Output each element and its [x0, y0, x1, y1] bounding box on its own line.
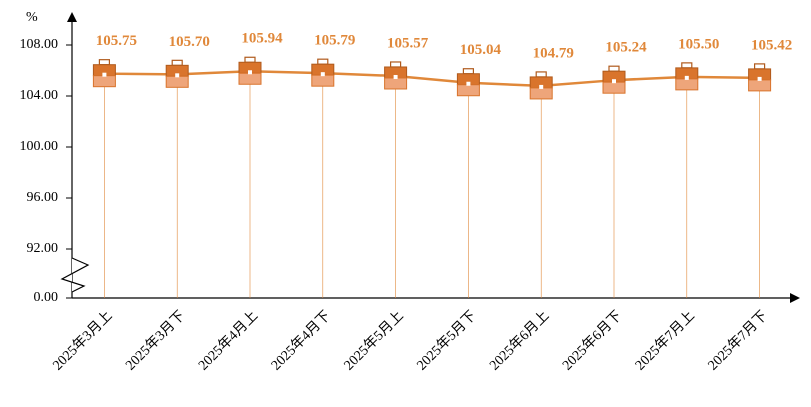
marker-handle: [753, 63, 766, 70]
x-tick-label: 2025年3月上: [50, 308, 116, 374]
marker: [165, 59, 189, 88]
marker-handle: [535, 71, 547, 78]
x-tick-label: 2025年3月下: [123, 308, 189, 374]
value-label: 105.94: [241, 31, 283, 47]
axis-break: [60, 257, 90, 293]
marker-handle: [462, 68, 474, 75]
line: [104, 70, 760, 88]
x-tick-label: 2025年6月下: [559, 308, 625, 374]
y-tick-label: 108.00: [20, 37, 59, 52]
marker-handle: [390, 61, 402, 68]
value-label: 105.75: [96, 33, 137, 49]
x-tick-label: 2025年5月上: [341, 308, 407, 374]
marker-clasp: [320, 72, 325, 77]
x-axis-arrow: [790, 293, 800, 303]
marker-handle: [608, 65, 620, 72]
x-tick-label: 2025年4月下: [268, 308, 334, 374]
marker-handle: [98, 59, 111, 66]
value-label: 105.79: [314, 33, 355, 49]
marker-handle: [171, 59, 183, 66]
value-label: 105.57: [387, 35, 429, 51]
value-label: 105.04: [460, 42, 502, 58]
marker-clasp: [612, 79, 616, 84]
marker-clasp: [175, 73, 180, 78]
marker: [238, 56, 262, 85]
value-label: 105.42: [751, 37, 792, 53]
y-tick-label: 104.00: [20, 88, 59, 103]
x-tick-label: 2025年4月上: [195, 308, 261, 374]
marker: [456, 68, 480, 97]
marker-bottom: [165, 75, 189, 88]
marker-bottom: [238, 72, 262, 85]
value-label: 105.70: [169, 34, 210, 50]
marker-bottom: [748, 79, 772, 92]
marker-clasp: [757, 76, 762, 81]
marker-clasp: [466, 81, 471, 86]
marker-bottom: [675, 78, 699, 91]
marker-bottom: [92, 75, 116, 88]
value-label: 105.24: [605, 40, 647, 56]
y-axis-label: %: [26, 10, 38, 25]
marker: [748, 63, 772, 92]
marker-bottom: [456, 84, 480, 97]
marker: [602, 65, 626, 94]
marker: [675, 62, 699, 91]
marker-clasp: [102, 72, 107, 77]
y-axis-arrow: [67, 12, 77, 22]
marker: [311, 58, 335, 87]
y-tick-label: 96.00: [27, 190, 59, 205]
marker-handle: [681, 62, 693, 69]
marker-bottom: [311, 74, 335, 87]
marker-bottom: [384, 77, 408, 90]
y-tick-label: 92.00: [27, 241, 59, 256]
marker-clasp: [393, 74, 398, 79]
x-tick-label: 2025年5月下: [414, 308, 480, 374]
marker-handle: [317, 58, 329, 65]
marker-bottom: [529, 87, 553, 100]
marker-clasp: [684, 75, 689, 80]
value-label: 104.79: [533, 45, 574, 61]
value-label: 105.50: [678, 36, 719, 52]
marker-clasp: [248, 70, 252, 75]
marker: [384, 61, 408, 90]
marker-bottom: [602, 81, 626, 94]
y-tick-label: 0.00: [34, 290, 59, 305]
y-tick-label: 100.00: [20, 139, 59, 154]
marker-clasp: [539, 84, 544, 89]
x-tick-label: 2025年7月下: [705, 308, 771, 374]
x-tick-label: 2025年7月上: [632, 308, 698, 374]
x-tick-label: 2025年6月上: [487, 308, 553, 374]
marker-handle: [244, 56, 256, 63]
marker: [529, 71, 553, 100]
marker: [92, 59, 116, 88]
